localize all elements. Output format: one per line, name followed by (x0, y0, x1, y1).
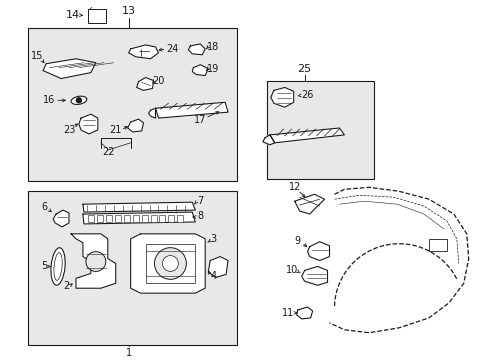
Text: 18: 18 (206, 42, 219, 52)
Text: 13: 13 (122, 6, 135, 16)
Text: 7: 7 (197, 196, 203, 206)
Bar (132, 215, 138, 222)
Bar (142, 215, 147, 222)
Polygon shape (71, 234, 116, 288)
Polygon shape (79, 114, 98, 134)
Bar (28, 28, 237, 181)
Polygon shape (136, 77, 153, 90)
Text: 14: 14 (66, 10, 80, 20)
Ellipse shape (51, 248, 65, 285)
Polygon shape (130, 234, 205, 293)
Polygon shape (128, 45, 158, 59)
Circle shape (162, 256, 178, 271)
Polygon shape (192, 65, 208, 76)
Polygon shape (270, 87, 293, 107)
Polygon shape (148, 108, 155, 118)
Text: 12: 12 (288, 182, 300, 192)
Bar (97, 215, 102, 222)
Bar (159, 215, 165, 222)
Bar (88, 9, 105, 23)
Text: 22: 22 (102, 147, 115, 157)
Polygon shape (155, 102, 227, 118)
Polygon shape (188, 44, 205, 55)
Polygon shape (127, 119, 143, 132)
Polygon shape (307, 242, 329, 261)
Polygon shape (263, 135, 274, 145)
Text: 25: 25 (297, 64, 311, 74)
Text: 19: 19 (206, 64, 219, 74)
Polygon shape (43, 59, 96, 78)
Text: 26: 26 (301, 90, 313, 100)
Ellipse shape (54, 253, 62, 280)
Text: 5: 5 (41, 261, 47, 271)
Circle shape (76, 98, 81, 103)
Text: 9: 9 (294, 236, 300, 246)
Polygon shape (294, 194, 324, 214)
Bar (145, 244, 195, 283)
Bar (428, 239, 446, 251)
Circle shape (154, 248, 186, 279)
Text: 4: 4 (210, 271, 216, 282)
Polygon shape (301, 266, 327, 285)
Text: 3: 3 (210, 234, 216, 244)
Polygon shape (296, 307, 312, 319)
Text: 21: 21 (109, 125, 122, 135)
Text: 20: 20 (152, 76, 164, 86)
Text: 10: 10 (285, 265, 297, 275)
Polygon shape (83, 202, 195, 212)
Text: 1: 1 (125, 347, 131, 357)
Polygon shape (269, 128, 344, 143)
Bar (123, 215, 129, 222)
Bar (168, 215, 174, 222)
Bar (88, 215, 94, 222)
Polygon shape (208, 257, 227, 277)
Polygon shape (83, 212, 195, 224)
Text: 6: 6 (41, 202, 47, 212)
Text: 8: 8 (197, 211, 203, 221)
Text: 16: 16 (43, 95, 55, 105)
Bar (266, 81, 373, 179)
Text: 23: 23 (62, 125, 75, 135)
Polygon shape (53, 210, 69, 227)
Bar (150, 215, 156, 222)
Text: 15: 15 (31, 51, 43, 61)
Text: 17: 17 (194, 115, 206, 125)
Bar (177, 215, 183, 222)
Text: 24: 24 (166, 44, 178, 54)
Bar (28, 191, 237, 345)
Ellipse shape (71, 96, 87, 104)
Circle shape (86, 252, 105, 271)
Bar (105, 215, 112, 222)
Text: 11: 11 (281, 308, 293, 318)
Text: 2: 2 (63, 281, 69, 291)
Bar (115, 215, 121, 222)
